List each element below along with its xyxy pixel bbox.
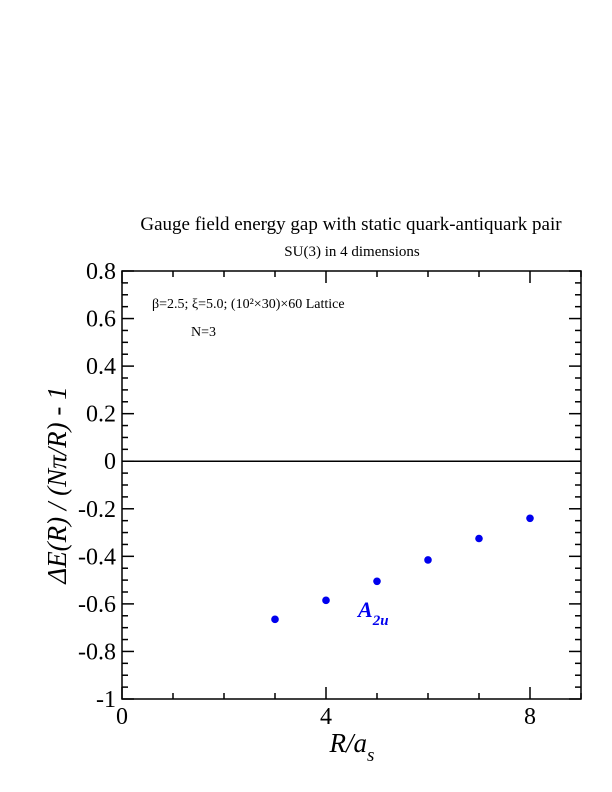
data-point	[373, 577, 381, 586]
y-tick-label: -0.2	[78, 497, 116, 523]
x-axis-label-sub: s	[367, 745, 374, 766]
data-point	[322, 596, 330, 605]
series-points	[271, 514, 534, 624]
y-tick-label: -1	[96, 687, 116, 713]
y-tick-label: -0.6	[78, 592, 116, 618]
y-axis-label: ΔE(R) / (Nπ/R) - 1	[42, 386, 72, 584]
params-annotation: β=2.5; ξ=5.0; (10²×30)×60 Lattice	[152, 297, 345, 312]
y-tick-label: -0.8	[78, 639, 116, 665]
data-point	[271, 615, 279, 624]
x-axis-label: R/as	[329, 728, 375, 766]
series-label-sub: 2u	[372, 613, 389, 629]
series-label-main: A	[356, 597, 373, 622]
y-tick-label: 0.4	[86, 354, 116, 380]
x-tick-label: 8	[524, 704, 536, 730]
x-tick-labels: 0 4 8	[116, 704, 536, 730]
y-tick-label: 0.6	[86, 307, 116, 333]
data-point	[424, 556, 432, 564]
data-point	[526, 514, 534, 523]
y-tick-labels: -1 -0.8 -0.6 -0.4 -0.2 0 0.2 0.4 0.6 0.8	[78, 259, 116, 713]
y-tick-label: 0	[104, 449, 116, 475]
data-point	[475, 534, 483, 543]
y-tick-label: 0.8	[86, 259, 116, 285]
axis-ticks	[121, 270, 582, 700]
y-tick-label: -0.4	[78, 544, 116, 570]
x-tick-label: 4	[320, 704, 332, 730]
n-annotation: N=3	[191, 325, 216, 340]
x-axis-label-main: R/a	[329, 728, 368, 758]
x-tick-label: 0	[116, 704, 128, 730]
chart-subtitle: SU(3) in 4 dimensions	[284, 244, 420, 260]
y-tick-label: 0.2	[86, 402, 116, 428]
series-label: A2u	[356, 597, 389, 629]
chart-title: Gauge field energy gap with static quark…	[140, 214, 562, 235]
